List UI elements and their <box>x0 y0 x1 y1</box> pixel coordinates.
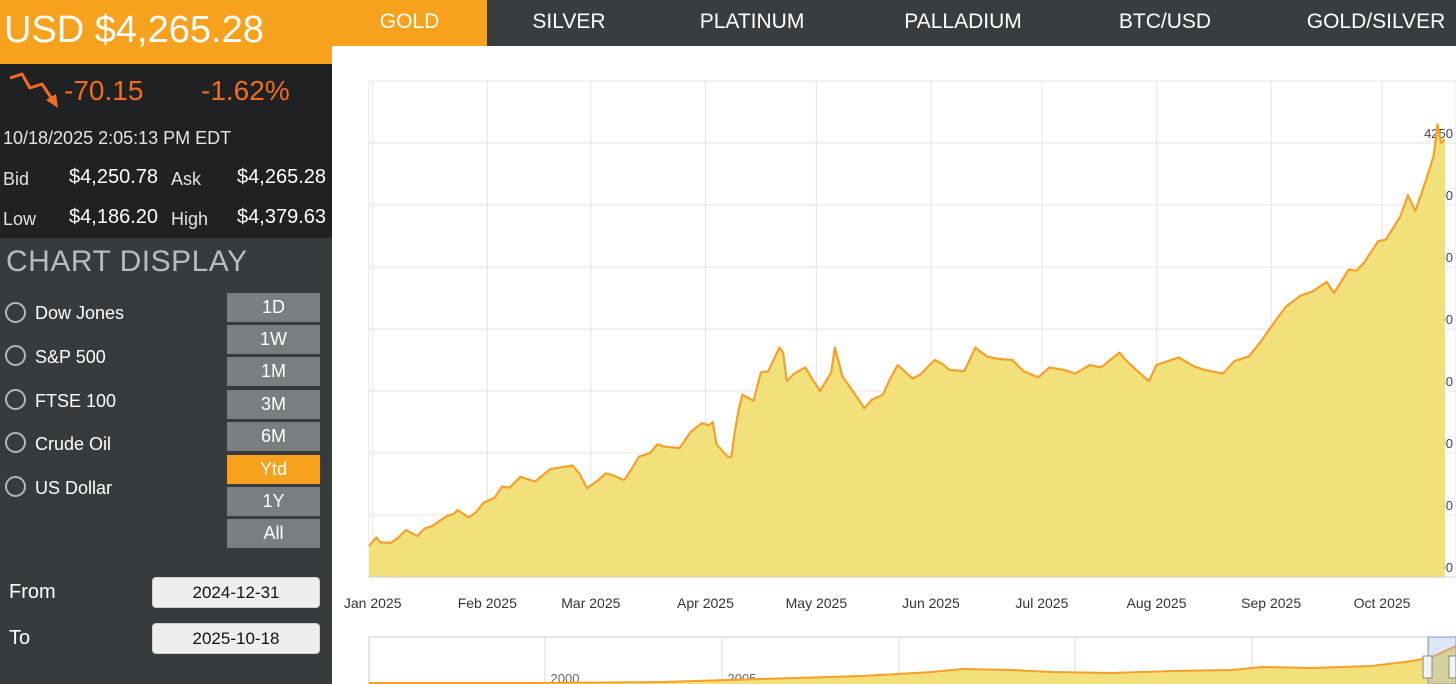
radio-button[interactable] <box>5 476 26 497</box>
x-tick-label: May 2025 <box>786 595 848 611</box>
x-tick-label: Apr 2025 <box>677 595 734 611</box>
radio-button[interactable] <box>5 302 26 323</box>
gold-price-line <box>368 123 1446 547</box>
current-price: USD $4,265.28 <box>4 9 264 51</box>
range-button-1w[interactable]: 1W <box>227 325 320 354</box>
range-button-3m[interactable]: 3M <box>227 390 320 419</box>
tab-palladium[interactable]: PALLADIUM <box>904 10 1022 33</box>
price-change-percent: -1.62% <box>201 75 290 106</box>
x-tick-label: Oct 2025 <box>1354 595 1411 611</box>
price-chart[interactable]: 25002750300032503500375040004250Jan 2025… <box>332 46 1456 684</box>
range-button-1y[interactable]: 1Y <box>227 487 320 516</box>
sidebar: USD $4,265.28 -70.15 -1.62% 10/18/2025 2… <box>0 0 332 684</box>
high-label: High <box>171 209 209 229</box>
price-header: USD $4,265.28 <box>0 0 332 64</box>
overlay-label: FTSE 100 <box>35 391 117 411</box>
low-label: Low <box>3 209 37 229</box>
x-tick-label: Aug 2025 <box>1127 595 1187 611</box>
radio-button[interactable] <box>5 432 26 453</box>
navigator-handle-right[interactable] <box>1448 655 1456 679</box>
trend-down-icon <box>9 72 58 108</box>
navigator-handle-left[interactable] <box>1422 655 1433 679</box>
price-change: -70.15 <box>64 75 144 106</box>
metal-tabs: GOLD SILVER PLATINUM PALLADIUM BTC/USD G… <box>332 0 1456 46</box>
range-button-all[interactable]: All <box>227 519 320 548</box>
x-tick-label: Sep 2025 <box>1241 595 1301 611</box>
overlay-label: Dow Jones <box>35 303 125 323</box>
chart-display-title: CHART DISPLAY <box>6 245 248 278</box>
overlay-label: Crude Oil <box>35 434 112 454</box>
bid-label: Bid <box>3 169 30 189</box>
quote-panel <box>0 64 332 238</box>
price-chart-svg[interactable]: 25002750300032503500375040004250Jan 2025… <box>332 46 1456 684</box>
range-button-1m[interactable]: 1M <box>227 357 320 386</box>
radio-button[interactable] <box>5 389 26 410</box>
ask-value: $4,265.28 <box>237 166 326 188</box>
from-date-input[interactable]: 2024-12-31 <box>152 577 320 608</box>
quote-timestamp: 10/18/2025 2:05:13 PM EDT <box>3 128 232 148</box>
navigator-area <box>369 646 1456 684</box>
to-date-input[interactable]: 2025-10-18 <box>152 623 320 654</box>
overlay-label: S&P 500 <box>35 347 106 367</box>
tab-gold[interactable]: GOLD <box>332 0 487 46</box>
x-tick-label: Jul 2025 <box>1015 595 1068 611</box>
tab-platinum[interactable]: PLATINUM <box>699 10 805 33</box>
tab-gold-silver[interactable]: GOLD/SILVER <box>1306 10 1446 33</box>
to-label: To <box>9 627 31 649</box>
tab-btc-usd[interactable]: BTC/USD <box>1118 10 1212 33</box>
radio-button[interactable] <box>5 345 26 366</box>
x-tick-label: Jan 2025 <box>344 595 402 611</box>
range-button-ytd[interactable]: Ytd <box>227 455 320 484</box>
ask-label: Ask <box>171 169 202 189</box>
x-tick-label: Jun 2025 <box>902 595 960 611</box>
navigator-line <box>369 645 1456 684</box>
navigator-tick-label: 2000 <box>551 671 580 684</box>
range-button-1d[interactable]: 1D <box>227 293 320 322</box>
tab-silver[interactable]: SILVER <box>532 10 606 33</box>
gold-price-area <box>369 124 1445 578</box>
bid-value: $4,250.78 <box>69 166 158 188</box>
low-value: $4,186.20 <box>69 206 158 228</box>
from-label: From <box>9 581 56 603</box>
x-tick-label: Mar 2025 <box>561 595 620 611</box>
range-button-6m[interactable]: 6M <box>227 422 320 451</box>
overlay-label: US Dollar <box>35 478 113 498</box>
x-tick-label: Feb 2025 <box>458 595 517 611</box>
high-value: $4,379.63 <box>237 206 326 228</box>
